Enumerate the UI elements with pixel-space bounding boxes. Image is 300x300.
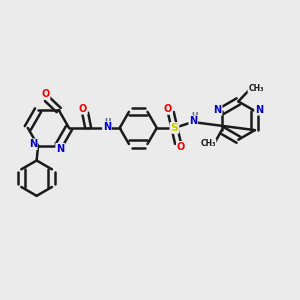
Text: CH₃: CH₃ (248, 84, 264, 93)
Text: S: S (170, 123, 178, 133)
Text: O: O (164, 104, 172, 114)
Text: N: N (56, 144, 64, 154)
Text: H: H (191, 112, 197, 121)
Text: O: O (41, 89, 50, 99)
Text: O: O (79, 104, 87, 114)
Text: N: N (189, 116, 197, 126)
Text: H: H (105, 118, 111, 127)
Text: N: N (214, 105, 222, 115)
Text: O: O (177, 142, 185, 152)
Text: CH₃: CH₃ (200, 140, 216, 148)
Text: N: N (103, 122, 111, 132)
Text: N: N (255, 105, 263, 115)
Text: N: N (29, 139, 37, 149)
